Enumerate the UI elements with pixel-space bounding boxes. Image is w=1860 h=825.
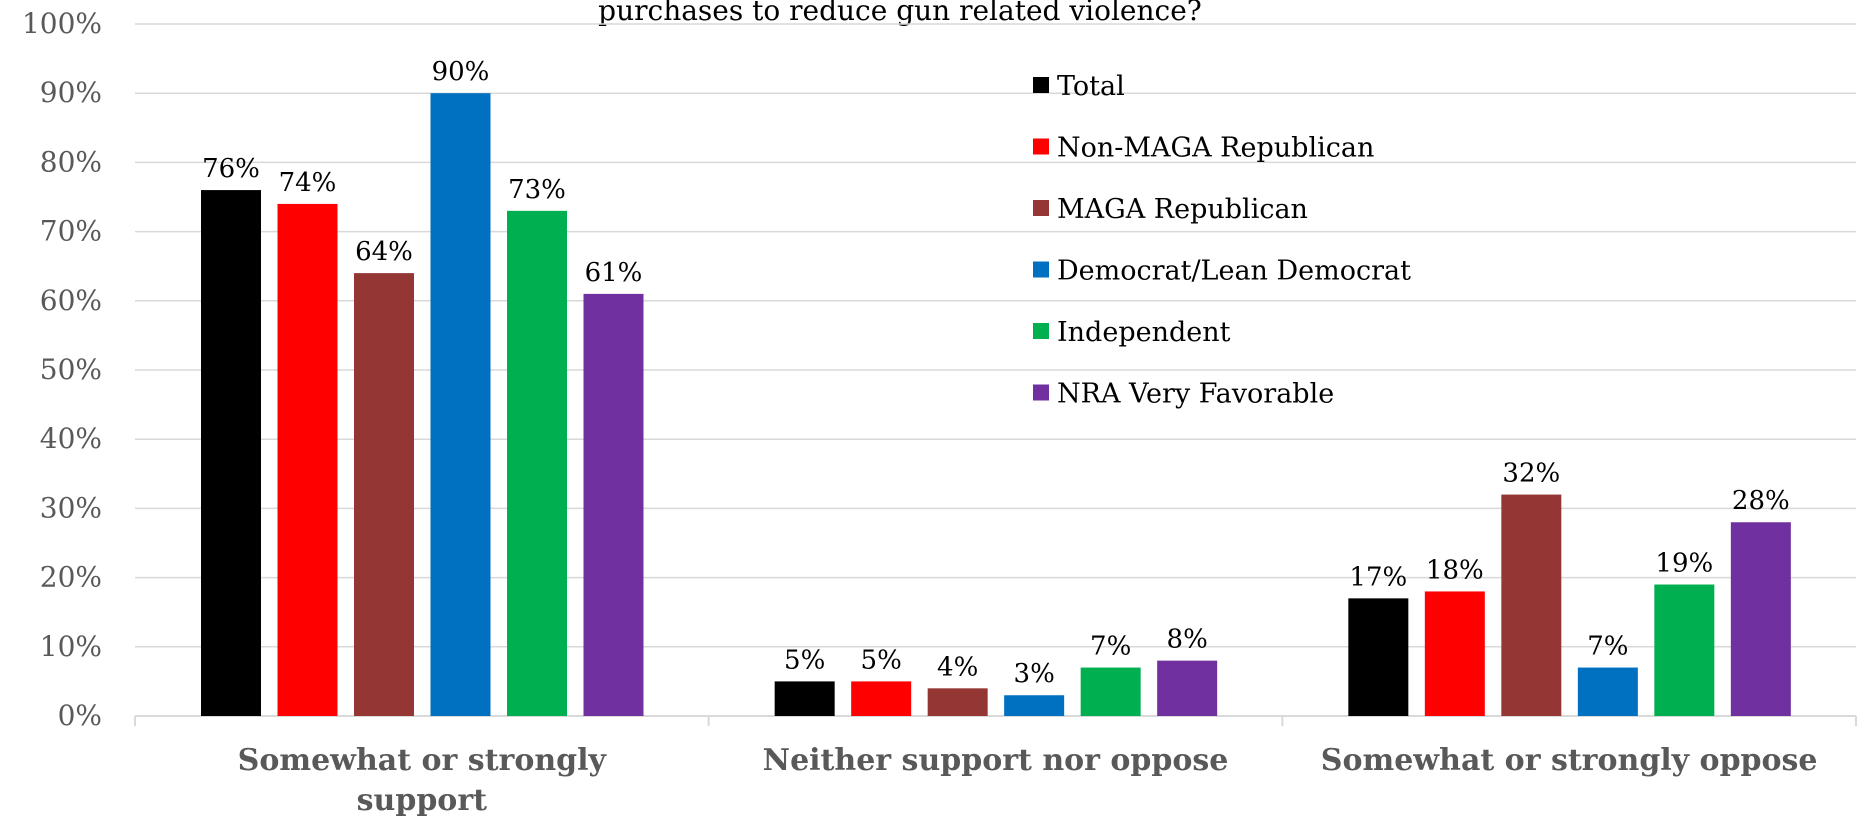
bar: [1424, 591, 1485, 716]
data-label: 18%: [1426, 555, 1484, 585]
data-label: 19%: [1655, 549, 1713, 579]
y-tick-label: 20%: [40, 561, 102, 594]
category-label: support: [357, 783, 487, 818]
data-labels: 76% 5% 17% 74% 5% 18% 64% 4% 32% 90% 3% 7% 73% 7% 19% 6…: [202, 57, 1790, 689]
data-label: 7%: [1090, 632, 1131, 662]
data-label: 61%: [585, 258, 643, 288]
legend-label: MAGA Republican: [1057, 194, 1308, 225]
bar: [583, 293, 644, 716]
legend-swatch: [1033, 77, 1049, 93]
data-label: 5%: [784, 645, 825, 675]
bar: [1730, 522, 1791, 716]
data-label: 28%: [1732, 486, 1790, 516]
category-labels: Somewhat or strongly support Neither suppo…: [238, 743, 1818, 818]
data-label: 74%: [279, 168, 337, 198]
data-label: 64%: [355, 237, 413, 267]
legend-label: Non-MAGA Republican: [1057, 133, 1374, 164]
bar: [1577, 667, 1638, 716]
y-tick-label: 30%: [40, 491, 102, 524]
data-label: 17%: [1349, 562, 1407, 592]
legend-swatch: [1033, 384, 1049, 401]
bar: [430, 93, 491, 716]
x-axis: [134, 715, 1857, 726]
category-label: Somewhat or strongly: [238, 743, 608, 778]
bar: [1654, 584, 1715, 716]
data-label: 90%: [432, 57, 490, 87]
bar: [507, 210, 567, 716]
bar: [277, 203, 338, 717]
bar: [201, 190, 261, 716]
data-label: 3%: [1014, 659, 1055, 689]
data-label: 4%: [937, 652, 978, 682]
legend-swatch: [1033, 261, 1049, 278]
legend-label: Democrat/Lean Democrat: [1057, 256, 1411, 287]
legend-swatch: [1033, 200, 1049, 216]
legend-label: Independent: [1057, 317, 1231, 348]
bar: [851, 681, 912, 716]
bar: [1501, 494, 1562, 716]
gridlines: [135, 23, 1856, 648]
y-tick-label: 90%: [40, 76, 102, 109]
bar: [1348, 598, 1409, 716]
data-label: 5%: [861, 645, 902, 675]
bar: [927, 688, 988, 716]
y-tick-label: 80%: [40, 145, 102, 178]
data-label: 73%: [508, 175, 566, 205]
data-label: 32%: [1502, 459, 1560, 489]
legend-label: NRA Very Favorable: [1057, 379, 1334, 410]
chart-title: purchases to reduce gun related violence…: [598, 0, 1202, 27]
data-label: 8%: [1167, 625, 1208, 655]
y-tick-label: 50%: [40, 353, 102, 386]
category-label: Neither support nor oppose: [763, 743, 1229, 778]
legend-swatch: [1033, 323, 1049, 339]
bar: [1157, 660, 1218, 716]
bar: [354, 273, 414, 716]
data-label: 76%: [202, 154, 260, 184]
bar: [1080, 667, 1141, 716]
legend: Total Non-MAGA Republican MAGA Republican D…: [1033, 71, 1411, 410]
legend-swatch: [1033, 138, 1049, 155]
y-tick-label: 40%: [40, 422, 102, 455]
y-tick-label: 60%: [40, 284, 102, 317]
y-tick-label: 100%: [22, 7, 102, 40]
y-tick-label: 10%: [40, 630, 102, 663]
y-tick-label: 0%: [58, 699, 102, 732]
category-label: Somewhat or strongly oppose: [1321, 743, 1818, 778]
data-label: 7%: [1587, 632, 1628, 662]
y-tick-label: 70%: [40, 215, 102, 248]
legend-label: Total: [1057, 71, 1125, 102]
bars: [201, 93, 1791, 717]
bar: [1004, 695, 1065, 716]
y-axis: 0% 10% 20% 30% 40% 50% 60% 70% 80% 90% 100%: [22, 7, 102, 732]
bar: [774, 681, 835, 716]
